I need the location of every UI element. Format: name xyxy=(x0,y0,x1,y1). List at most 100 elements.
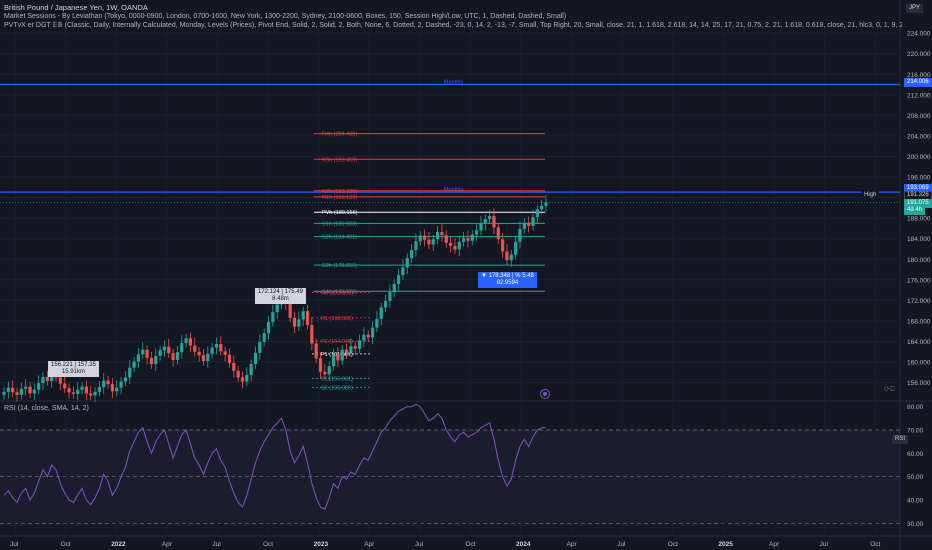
candle-body[interactable] xyxy=(197,351,201,356)
candle-body[interactable] xyxy=(232,363,236,371)
candle-body[interactable] xyxy=(132,361,136,368)
candle-body[interactable] xyxy=(405,258,409,268)
candle-body[interactable] xyxy=(11,387,15,393)
candle-body[interactable] xyxy=(444,235,448,243)
candle-body[interactable] xyxy=(119,381,123,388)
candle-body[interactable] xyxy=(19,388,23,395)
candle-body[interactable] xyxy=(414,241,418,250)
candle-body[interactable] xyxy=(45,376,49,382)
candle-body[interactable] xyxy=(479,223,483,231)
candle-body[interactable] xyxy=(275,304,279,313)
candle-body[interactable] xyxy=(6,387,10,392)
candle-body[interactable] xyxy=(488,216,492,220)
candle-body[interactable] xyxy=(162,346,167,351)
candle-body[interactable] xyxy=(501,239,505,252)
candle-body[interactable] xyxy=(396,275,401,284)
candle-body[interactable] xyxy=(214,344,219,348)
candle-body[interactable] xyxy=(535,209,539,218)
candle-body[interactable] xyxy=(50,375,54,382)
candle-body[interactable] xyxy=(475,230,479,235)
candle-body[interactable] xyxy=(427,239,431,245)
candle-body[interactable] xyxy=(514,241,518,255)
candle-body[interactable] xyxy=(184,338,188,344)
candle-body[interactable] xyxy=(193,345,197,352)
symbol-title[interactable]: British Pound / Japanese Yen, 1W, OANDA xyxy=(4,3,148,12)
candle-body[interactable] xyxy=(136,354,141,362)
candle-body[interactable] xyxy=(71,392,75,394)
candle-body[interactable] xyxy=(206,353,210,361)
candle-body[interactable] xyxy=(24,386,28,389)
candle-body[interactable] xyxy=(262,333,266,342)
candle-body[interactable] xyxy=(175,352,180,360)
candle-body[interactable] xyxy=(305,311,310,326)
candle-body[interactable] xyxy=(318,358,323,372)
candle-body[interactable] xyxy=(240,377,245,382)
candle-body[interactable] xyxy=(227,354,232,364)
candle-body[interactable] xyxy=(292,317,297,327)
indicator-market-sessions[interactable]: Market Sessions - By Leviathan (Tokyo, 0… xyxy=(4,13,567,20)
candle-body[interactable] xyxy=(518,228,522,242)
candle-body[interactable] xyxy=(492,216,496,228)
candle-body[interactable] xyxy=(301,311,305,320)
candle-body[interactable] xyxy=(453,245,457,250)
candle-body[interactable] xyxy=(353,346,357,349)
candle-body[interactable] xyxy=(505,251,509,261)
rsi-pane[interactable] xyxy=(3,403,546,511)
candle-body[interactable] xyxy=(314,343,318,359)
candle-body[interactable] xyxy=(466,238,470,241)
candle-body[interactable] xyxy=(544,202,548,206)
candle-body[interactable] xyxy=(462,238,466,242)
candle-body[interactable] xyxy=(288,303,292,318)
candle-body[interactable] xyxy=(106,380,110,385)
candle-body[interactable] xyxy=(392,283,396,293)
candle-body[interactable] xyxy=(67,388,71,393)
candle-body[interactable] xyxy=(297,319,301,327)
candle-body[interactable] xyxy=(440,232,444,236)
indicator-pvt[interactable]: PVTvX er DGT 𝔼𝔹 (Classic, Daily, Interna… xyxy=(4,22,902,29)
candle-body[interactable] xyxy=(201,355,206,361)
candle-body[interactable] xyxy=(409,250,414,259)
candle-body[interactable] xyxy=(388,292,392,301)
candle-body[interactable] xyxy=(362,334,366,341)
candle-body[interactable] xyxy=(167,346,171,354)
candle-body[interactable] xyxy=(102,380,106,388)
candle-body[interactable] xyxy=(470,234,474,241)
candle-body[interactable] xyxy=(349,346,353,353)
candle-body[interactable] xyxy=(41,376,45,384)
candle-body[interactable] xyxy=(370,327,375,338)
candle-body[interactable] xyxy=(509,254,513,261)
candle-body[interactable] xyxy=(258,341,262,353)
candle-body[interactable] xyxy=(223,351,227,355)
candle-body[interactable] xyxy=(149,357,154,365)
rsi-line[interactable] xyxy=(3,403,546,511)
candle-body[interactable] xyxy=(522,222,526,229)
candle-body[interactable] xyxy=(344,349,349,353)
candle-body[interactable] xyxy=(331,354,336,367)
candle-body[interactable] xyxy=(210,347,214,354)
rsi-title[interactable]: RSI (14, close, SMA, 14, 2) xyxy=(4,405,89,412)
candle-body[interactable] xyxy=(401,267,405,276)
candle-body[interactable] xyxy=(323,371,327,375)
candle-body[interactable] xyxy=(249,364,253,375)
candle-body[interactable] xyxy=(253,352,258,365)
candle-body[interactable] xyxy=(340,349,344,361)
candle-body[interactable] xyxy=(141,349,145,355)
candle-body[interactable] xyxy=(531,217,535,226)
candle-body[interactable] xyxy=(483,219,487,224)
candle-body[interactable] xyxy=(431,239,435,245)
candle-body[interactable] xyxy=(123,377,128,382)
candle-body[interactable] xyxy=(180,343,184,353)
candle-body[interactable] xyxy=(63,383,67,389)
candle-body[interactable] xyxy=(2,391,6,395)
candle-body[interactable] xyxy=(15,392,19,395)
currency-badge[interactable]: JPY xyxy=(906,4,924,13)
candle-body[interactable] xyxy=(310,325,314,344)
candle-body[interactable] xyxy=(219,344,223,352)
candle-body[interactable] xyxy=(89,393,93,396)
candle-body[interactable] xyxy=(236,370,240,378)
candle-body[interactable] xyxy=(80,386,84,390)
candle-body[interactable] xyxy=(418,235,422,242)
candle-body[interactable] xyxy=(379,307,383,319)
candle-body[interactable] xyxy=(266,321,271,334)
